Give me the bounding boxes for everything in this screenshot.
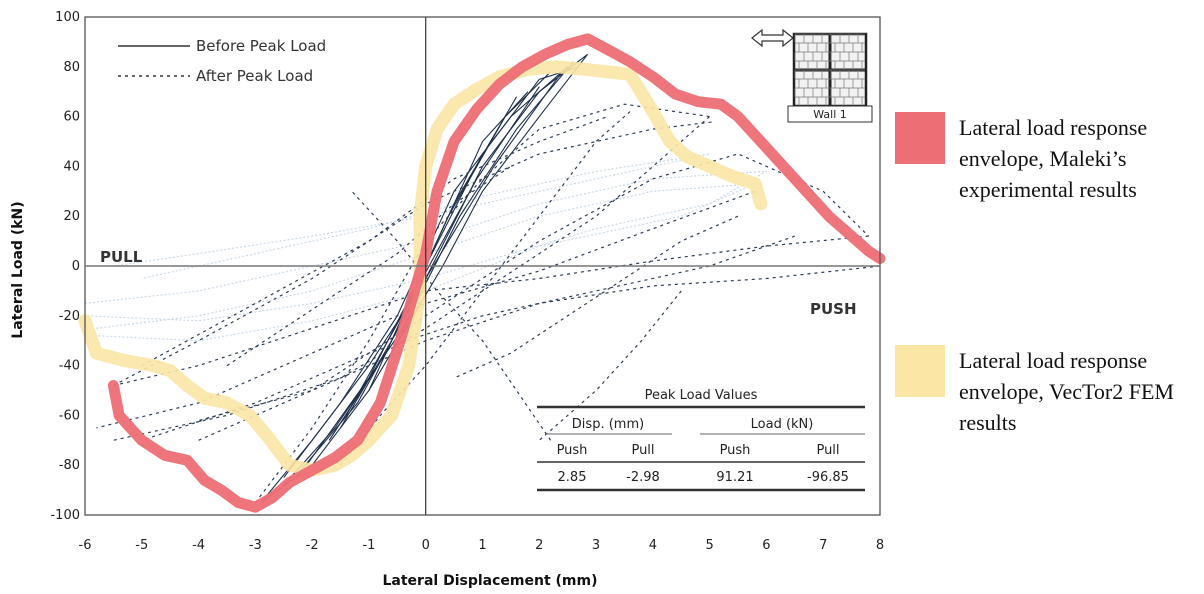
- after-peak-cycle: [453, 215, 739, 379]
- faint-cycle-curve: [84, 170, 767, 322]
- after-peak-cycle: [351, 190, 552, 441]
- y-tick-label: 60: [63, 110, 80, 125]
- legend-before-peak: Before Peak Load: [196, 37, 326, 55]
- y-tick-label: -20: [59, 309, 80, 324]
- legend-after-peak: After Peak Load: [196, 67, 313, 85]
- table-header-load-push: Push: [720, 443, 751, 458]
- after-peak-cycle: [198, 265, 881, 421]
- after-peak-cycle: [141, 116, 608, 367]
- y-tick-label: -80: [59, 458, 80, 473]
- before-peak-cycle: [345, 86, 540, 416]
- faint-cycle-curve: [113, 153, 710, 280]
- table-value-load-pull: -96.85: [807, 470, 849, 485]
- hysteresis-loops: [96, 53, 881, 504]
- table-group-disp: Disp. (mm): [572, 417, 644, 432]
- after-peak-cycle: [198, 153, 870, 441]
- peak-load-table: Peak Load Values Disp. (mm) Load (kN) Pu…: [537, 388, 865, 492]
- x-tick-label: -4: [192, 538, 205, 553]
- x-tick-label: -5: [135, 538, 148, 553]
- x-tick-label: -1: [362, 538, 375, 553]
- legend-vector2-swatch: [895, 345, 945, 397]
- x-tick-label: 1: [478, 538, 486, 553]
- table-value-load-push: 91.21: [716, 470, 753, 485]
- after-peak-cycle: [538, 290, 682, 441]
- y-tick-label: -60: [59, 408, 80, 423]
- table-group-load: Load (kN): [751, 417, 814, 432]
- inner-legend: Before Peak Load After Peak Load: [118, 37, 326, 85]
- wall-inset: Wall 1: [751, 28, 873, 123]
- y-tick-label: 20: [63, 209, 80, 224]
- y-tick-label: 40: [63, 159, 80, 174]
- y-axis-title: Lateral Load (kN): [10, 201, 26, 338]
- legend-vector2-label: Lateral load response envelope, VecTor2 …: [959, 348, 1174, 435]
- y-tick-label: 100: [55, 10, 80, 25]
- pull-label: PULL: [100, 248, 143, 266]
- after-peak-cycle: [254, 103, 710, 503]
- table-header-load-pull: Pull: [816, 443, 839, 458]
- after-peak-cycle: [96, 190, 756, 429]
- wall-label: Wall 1: [813, 108, 847, 121]
- after-peak-cycle: [340, 111, 631, 466]
- envelope-curves: [78, 33, 886, 513]
- x-tick-label: 2: [535, 538, 543, 553]
- table-header-disp-pull: Pull: [631, 443, 654, 458]
- double-arrow-icon: [751, 28, 794, 48]
- after-peak-cycle: [141, 235, 795, 441]
- x-tick-label: 8: [876, 538, 884, 553]
- after-peak-cycle: [113, 235, 869, 387]
- x-tick-label: 4: [649, 538, 657, 553]
- x-tick-label: 7: [819, 538, 827, 553]
- x-tick-label: -2: [306, 538, 319, 553]
- y-tick-label: -40: [59, 359, 80, 374]
- legend-maleki-swatch: [895, 112, 945, 164]
- x-tick-labels: -6 -5 -4 -3 -2 -1 0 1 2 3 4 5 6 7 8: [79, 538, 885, 553]
- table-header-disp-push: Push: [557, 443, 588, 458]
- y-tick-labels: 100 80 60 40 20 0 -20 -40 -60 -80 -100: [50, 10, 80, 523]
- y-tick-label: 0: [72, 259, 80, 274]
- x-tick-label: 5: [706, 538, 714, 553]
- x-tick-label: 6: [762, 538, 770, 553]
- table-value-disp-pull: -2.98: [626, 470, 660, 485]
- after-peak-cycle: [113, 116, 710, 441]
- maleki-envelope: [107, 33, 886, 513]
- x-axis-title: Lateral Displacement (mm): [383, 573, 598, 589]
- y-tick-label: 80: [63, 60, 80, 75]
- x-tick-label: 3: [592, 538, 600, 553]
- x-tick-label: 0: [422, 538, 430, 553]
- legend-maleki-label: Lateral load response envelope, Maleki’s…: [959, 115, 1148, 202]
- push-label: PUSH: [810, 300, 857, 318]
- wall-label-box: [787, 105, 873, 123]
- y-tick-label: -100: [50, 508, 80, 523]
- table-title: Peak Load Values: [645, 388, 758, 403]
- x-tick-label: -6: [79, 538, 92, 553]
- x-tick-label: -3: [249, 538, 262, 553]
- after-peak-cycle: [226, 165, 512, 367]
- masonry-wall-icon: [792, 32, 868, 108]
- table-value-disp-push: 2.85: [558, 470, 587, 485]
